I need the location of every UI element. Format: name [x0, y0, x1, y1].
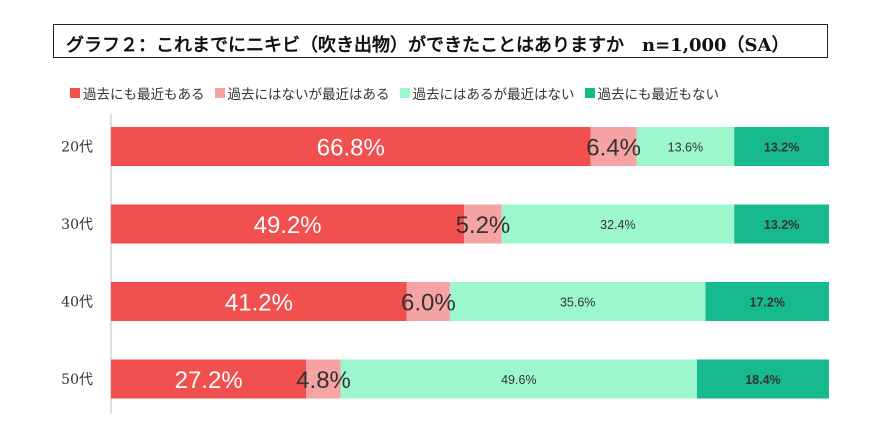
data-label: 35.6%	[560, 296, 595, 310]
bar-segment	[111, 204, 465, 244]
legend-item-3: 過去にも最近もない	[584, 83, 720, 103]
legend: 過去にも最近もある 過去にはないが最近はある 過去にはあるが最近はない 過去にも…	[70, 82, 719, 104]
data-label: 49.6%	[501, 373, 536, 387]
bar-segment	[636, 127, 735, 166]
bar-segment	[406, 282, 450, 321]
category-label: 50代	[61, 372, 93, 388]
data-label: 13.6%	[668, 141, 703, 155]
legend-item-2: 過去にはあるが最近はない	[399, 83, 575, 103]
data-label: 32.4%	[600, 218, 635, 232]
category-label: 30代	[61, 217, 93, 233]
data-label: 4.8%	[296, 367, 351, 394]
bar-segment	[590, 127, 637, 166]
legend-swatch-1	[214, 88, 225, 98]
data-label: 18.4%	[745, 373, 780, 387]
data-label: 27.2%	[175, 367, 243, 394]
legend-item-1: 過去にはないが最近はある	[214, 83, 390, 103]
chart-title-box: グラフ２：これまでにニキビ（吹き出物）ができたことはありますか n=1,000（…	[53, 24, 828, 58]
legend-label-3: 過去にも最近もない	[597, 87, 720, 103]
data-label: 66.8%	[317, 135, 385, 162]
data-label: 5.2%	[456, 212, 511, 239]
data-label: 6.0%	[401, 290, 456, 317]
bar-segment	[111, 127, 591, 166]
legend-label-1: 過去にはないが最近はある	[227, 87, 390, 103]
data-label: 6.4%	[586, 135, 641, 162]
category-label: 40代	[61, 295, 93, 311]
bar-segment	[501, 204, 735, 244]
data-label: 41.2%	[225, 290, 293, 317]
legend-swatch-3	[584, 88, 595, 98]
bar-segment	[111, 359, 307, 399]
bar-segment	[734, 204, 829, 244]
bar-segment	[306, 359, 341, 399]
data-label: 13.2%	[764, 218, 799, 232]
legend-item-0: 過去にも最近もある	[70, 83, 205, 103]
legend-swatch-0	[70, 88, 80, 98]
data-label: 17.2%	[750, 296, 785, 310]
bar-segment	[696, 359, 829, 399]
bar-segment	[340, 359, 697, 399]
chart-title: グラフ２：これまでにニキビ（吹き出物）ができたことはありますか n=1,000（…	[66, 35, 790, 56]
legend-label-0: 過去にも最近もある	[83, 87, 205, 103]
bar-segment	[111, 282, 407, 321]
data-label: 49.2%	[254, 212, 322, 239]
bar-segment	[705, 282, 829, 321]
legend-label-2: 過去にはあるが最近はない	[412, 87, 575, 103]
data-label: 13.2%	[764, 141, 799, 155]
bar-segment	[449, 282, 706, 321]
category-label: 20代	[61, 140, 93, 156]
bar-segment	[734, 127, 829, 166]
bar-segment	[464, 204, 502, 244]
legend-swatch-2	[399, 88, 410, 98]
